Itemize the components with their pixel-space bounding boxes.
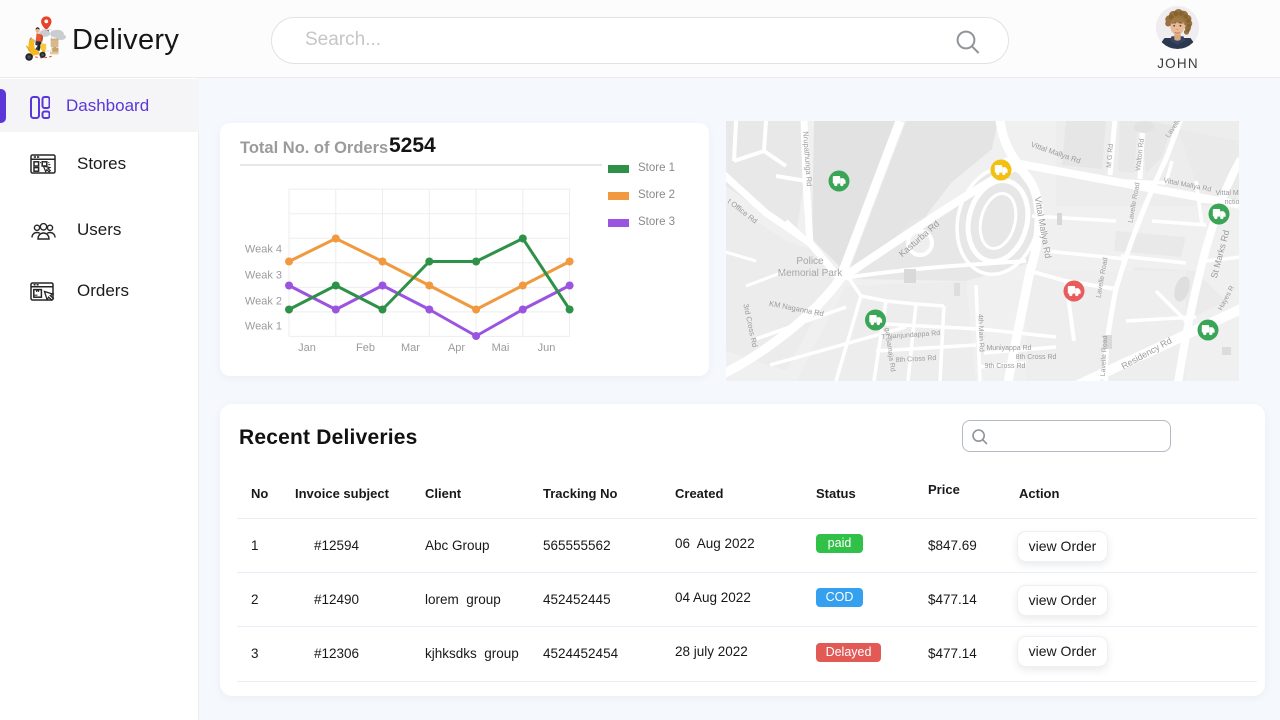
svg-text:9th Cross Rd: 9th Cross Rd [985,363,1026,370]
svg-text:Weak 4: Weak 4 [245,244,282,256]
svg-text:T Nanjundappa Rd: T Nanjundappa Rd [881,330,940,341]
svg-text:Jun: Jun [538,342,556,354]
svg-text:nctio: nctio [1225,199,1239,206]
svg-text:8th Cross Rd: 8th Cross Rd [895,355,936,364]
svg-text:Apr: Apr [448,342,465,354]
svg-text:Mai: Mai [492,342,510,354]
svg-text:Jan: Jan [298,342,316,354]
svg-text:Muniyappa Rd: Muniyappa Rd [986,345,1031,352]
svg-text:Nrupathunga Rd: Nrupathunga Rd [801,131,814,187]
svg-text:Weak 2: Weak 2 [245,296,282,308]
svg-text:8th Cross Rd: 8th Cross Rd [1016,354,1057,361]
svg-text:Vittal Ma: Vittal Ma [1215,190,1239,197]
svg-text:Weak 3: Weak 3 [245,270,282,282]
svg-text:M G Rd: M G Rd [1106,143,1115,168]
svg-text:Lavelle Road: Lavelle Road [1100,335,1109,376]
svg-text:Police: Police [796,256,824,267]
svg-text:Walton Rd: Walton Rd [1135,138,1146,171]
svg-text:Feb: Feb [356,342,375,354]
svg-text:Memorial Park: Memorial Park [778,268,843,279]
svg-text:Weak 1: Weak 1 [245,321,282,333]
svg-text:Mar: Mar [401,342,420,354]
svg-text:4th Main Rd: 4th Main Rd [976,314,984,352]
